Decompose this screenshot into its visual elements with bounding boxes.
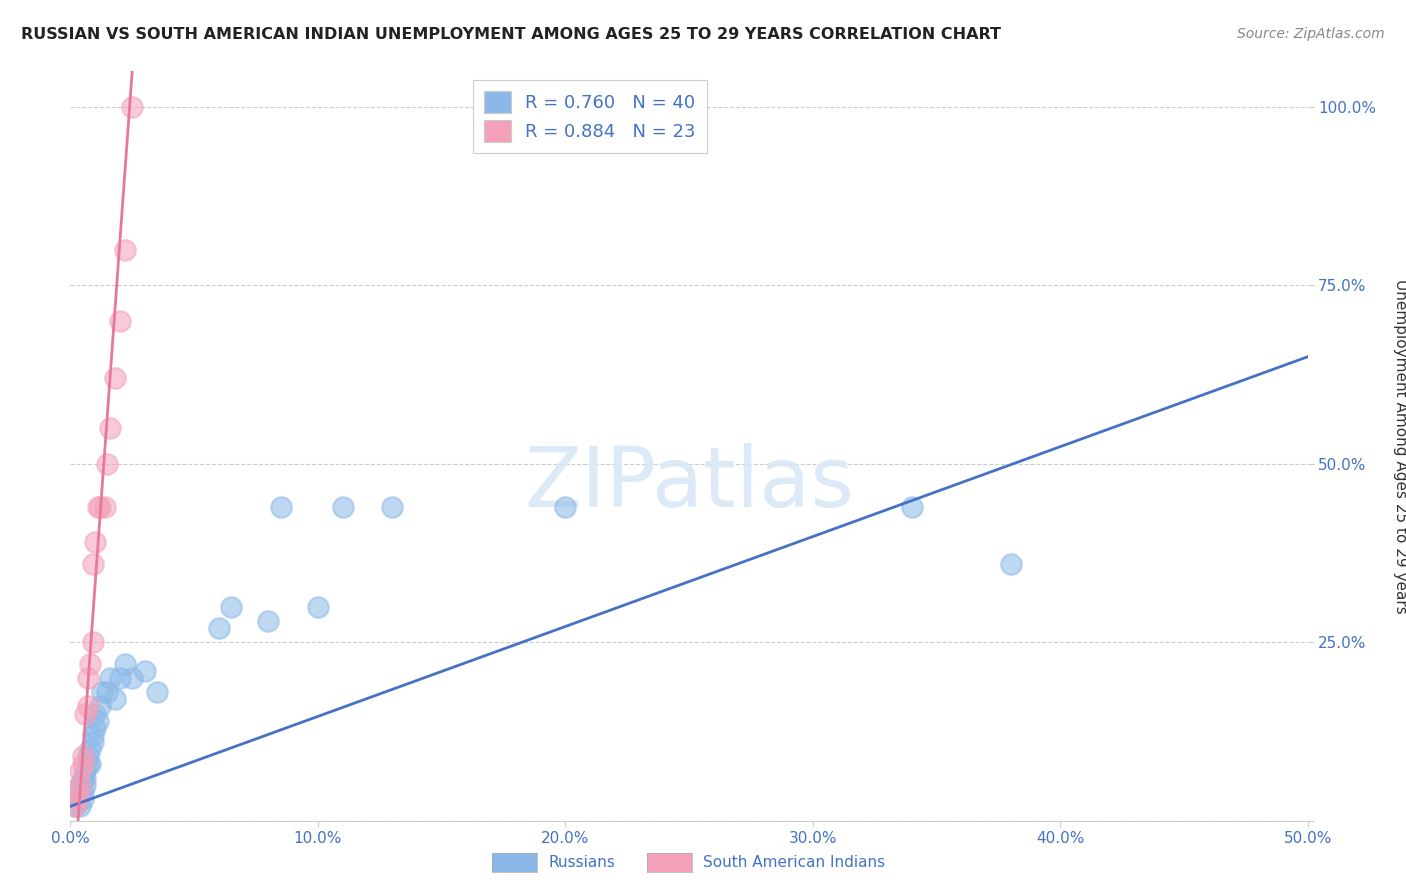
Point: [79, 657, 101, 671]
Point: [82, 735, 104, 749]
Point: [91, 685, 114, 699]
Point: [75, 706, 97, 721]
Point: [146, 685, 169, 699]
Point: [108, 314, 131, 328]
Point: [84, 706, 107, 721]
Point: [257, 614, 280, 628]
Point: [66, 792, 89, 806]
Point: [75, 778, 97, 792]
Point: [66, 785, 89, 799]
Point: [69, 778, 91, 792]
Point: [66, 785, 89, 799]
Point: [104, 692, 127, 706]
Point: [82, 635, 104, 649]
Point: [72, 749, 94, 764]
Point: [900, 500, 922, 514]
Point: [86, 500, 108, 514]
Point: [270, 500, 292, 514]
Point: [1000, 557, 1022, 571]
Point: [76, 699, 98, 714]
Point: [381, 500, 404, 514]
Point: [72, 756, 94, 771]
Point: [89, 500, 111, 514]
Point: [79, 756, 101, 771]
Point: [82, 728, 104, 742]
Point: [121, 671, 143, 685]
Point: [82, 557, 104, 571]
Point: [96, 685, 118, 699]
Point: [72, 771, 94, 785]
Point: [89, 699, 111, 714]
Point: [104, 371, 127, 385]
Point: [66, 792, 89, 806]
Point: [69, 778, 91, 792]
Point: [554, 500, 576, 514]
Text: South American Indians: South American Indians: [703, 855, 886, 870]
Text: RUSSIAN VS SOUTH AMERICAN INDIAN UNEMPLOYMENT AMONG AGES 25 TO 29 YEARS CORRELAT: RUSSIAN VS SOUTH AMERICAN INDIAN UNEMPLO…: [21, 27, 1001, 42]
Point: [75, 771, 97, 785]
Point: [208, 621, 231, 635]
Point: [72, 792, 94, 806]
Text: Source: ZipAtlas.com: Source: ZipAtlas.com: [1237, 27, 1385, 41]
Point: [307, 599, 329, 614]
Point: [69, 764, 91, 778]
Point: [332, 500, 354, 514]
Point: [65, 799, 87, 814]
Point: [108, 671, 131, 685]
Point: [76, 671, 98, 685]
Point: [98, 421, 121, 435]
Point: [72, 785, 94, 799]
Point: [94, 500, 117, 514]
Point: [219, 599, 242, 614]
Y-axis label: Unemployment Among Ages 25 to 29 years: Unemployment Among Ages 25 to 29 years: [1393, 278, 1406, 614]
Point: [76, 756, 98, 771]
Point: [114, 243, 136, 257]
Point: [76, 749, 98, 764]
Point: [69, 799, 91, 814]
Point: [121, 100, 143, 114]
Point: [75, 764, 97, 778]
Point: [98, 671, 121, 685]
Text: Russians: Russians: [548, 855, 616, 870]
Point: [65, 799, 87, 814]
Legend: R = 0.760   N = 40, R = 0.884   N = 23: R = 0.760 N = 40, R = 0.884 N = 23: [472, 80, 707, 153]
Point: [134, 664, 156, 678]
Point: [86, 714, 108, 728]
Point: [96, 457, 118, 471]
Point: [84, 721, 107, 735]
Text: ZIPatlas: ZIPatlas: [524, 443, 853, 524]
Point: [84, 535, 107, 549]
Point: [79, 742, 101, 756]
Point: [114, 657, 136, 671]
